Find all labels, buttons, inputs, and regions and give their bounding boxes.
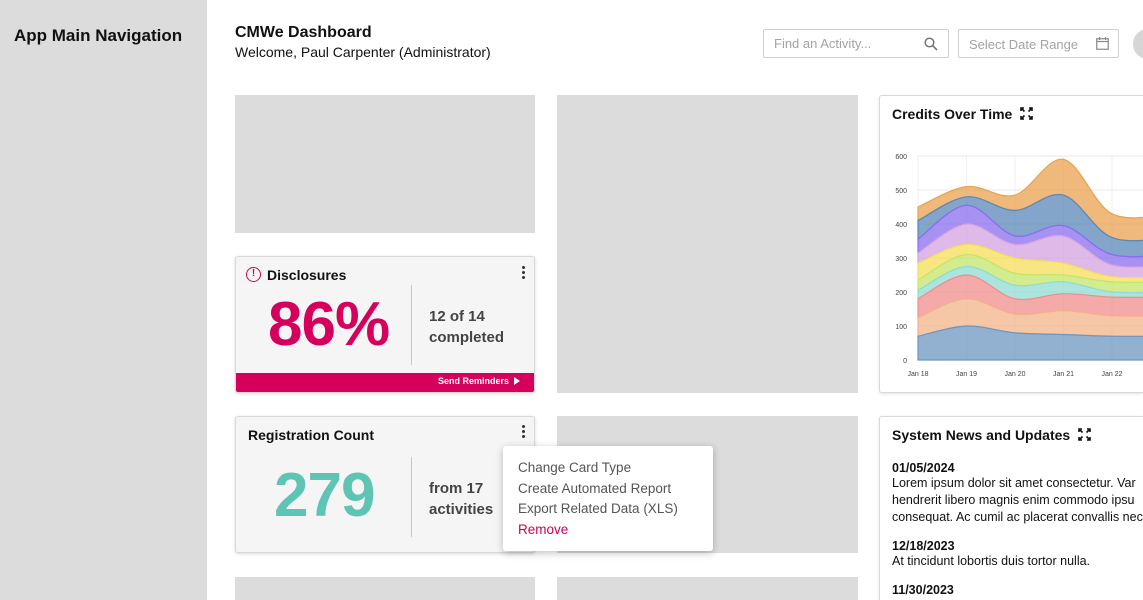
more-options-icon[interactable]: [518, 265, 528, 279]
disclosures-progress-line: completed: [429, 329, 505, 346]
divider: [411, 285, 412, 365]
x-tick-label: Jan 20: [1004, 371, 1025, 378]
news-text: Lorem ipsum dolor sit amet consectetur. …: [892, 476, 1136, 490]
disclosures-card: ! Disclosures 86% 12 of 14 completed Sen…: [235, 256, 535, 393]
registration-detail-line: from 17: [429, 480, 484, 497]
news-text: hendrerit libero magnis enim commodo ips…: [892, 493, 1135, 507]
placeholder-card: [235, 95, 535, 233]
disclosures-progress: 12 of 14 completed: [429, 306, 504, 348]
more-options-icon[interactable]: [518, 424, 528, 438]
card-context-menu: Change Card Type Create Automated Report…: [503, 446, 713, 551]
y-tick-label: 500: [895, 188, 907, 195]
credits-chart-card: Credits Over Time 0 100 200 300 400 500 600 Jan…: [879, 95, 1143, 393]
y-tick-label: 200: [895, 290, 907, 297]
news-date: 11/30/2023: [892, 583, 954, 597]
news-date: 12/18/2023: [892, 539, 955, 553]
expand-icon[interactable]: [1020, 107, 1034, 120]
registration-count: 279: [274, 461, 375, 530]
news-title-text: System News and Updates: [892, 427, 1071, 443]
disclosures-progress-line: 12 of 14: [429, 308, 485, 325]
credits-area-chart: 0 100 200 300 400 500 600 Jan 18 Jan 19 Jan 20 Jan…: [895, 154, 1143, 378]
reminder-bar: Send Reminders: [236, 373, 534, 392]
news-list: 01/05/2024 Lorem ipsum dolor sit amet co…: [892, 461, 1143, 600]
placeholder-card: [235, 577, 535, 600]
news-item: 01/05/2024 Lorem ipsum dolor sit amet co…: [892, 461, 1143, 526]
search-input[interactable]: [764, 30, 919, 57]
news-text: consequat. Ac cumil ac placerat convalli…: [892, 510, 1143, 524]
registration-title: Registration Count: [248, 427, 374, 443]
y-tick-label: 600: [895, 154, 907, 161]
registration-card: Registration Count 279 from 17 activitie…: [235, 416, 535, 553]
disclosures-title: Disclosures: [267, 267, 347, 283]
x-tick-label: Jan 19: [956, 371, 977, 378]
area-series: [917, 325, 1143, 361]
x-tick-label: Jan 22: [1101, 371, 1122, 378]
menu-item-create-report[interactable]: Create Automated Report: [518, 480, 672, 496]
placeholder-card: [557, 95, 858, 393]
news-item: 12/18/2023 At tincidunt lobortis duis to…: [892, 539, 1143, 570]
y-tick-label: 0: [903, 358, 907, 365]
menu-item-export-data[interactable]: Export Related Data (XLS): [518, 501, 678, 516]
news-item: 11/30/2023: [892, 583, 1143, 597]
divider: [411, 457, 412, 537]
news-card: System News and Updates 01/05/2024 Lorem…: [879, 416, 1143, 600]
news-date: 01/05/2024: [892, 461, 955, 475]
date-range-picker[interactable]: Select Date Range: [958, 29, 1119, 58]
chart-title-text: Credits Over Time: [892, 106, 1013, 122]
avatar[interactable]: [1133, 29, 1143, 59]
chart-title: Credits Over Time: [892, 106, 1034, 122]
x-tick-label: Jan 21: [1053, 371, 1074, 378]
search-icon[interactable]: [924, 37, 938, 51]
y-tick-label: 400: [895, 222, 907, 229]
disclosures-percent: 86%: [268, 290, 390, 359]
registration-detail: from 17 activities: [429, 478, 493, 520]
menu-item-remove[interactable]: Remove: [518, 521, 569, 537]
sidebar-title[interactable]: App Main Navigation: [14, 26, 183, 45]
y-tick-label: 100: [895, 324, 907, 331]
send-reminders-label: Send Reminders: [437, 376, 509, 386]
x-tick-label: Jan 18: [907, 371, 928, 378]
send-reminders-button[interactable]: Send Reminders: [438, 376, 520, 386]
activity-search[interactable]: [763, 29, 949, 58]
registration-detail-line: activities: [429, 501, 494, 518]
page-title: CMWe Dashboard: [235, 24, 372, 41]
sidebar: App Main Navigation: [0, 0, 207, 600]
news-title: System News and Updates: [892, 427, 1091, 443]
welcome-text: Welcome, Paul Carpenter (Administrator): [235, 44, 491, 60]
news-text: At tincidunt lobortis duis tortor nulla.: [892, 554, 1091, 568]
calendar-icon[interactable]: [1096, 37, 1109, 50]
expand-icon[interactable]: [1078, 428, 1091, 441]
alert-icon: !: [246, 267, 261, 282]
menu-item-change-card-type[interactable]: Change Card Type: [518, 460, 632, 475]
placeholder-card: [557, 577, 858, 600]
y-tick-label: 300: [895, 256, 907, 263]
play-icon: [514, 377, 520, 385]
date-range-placeholder: Select Date Range: [969, 37, 1079, 52]
